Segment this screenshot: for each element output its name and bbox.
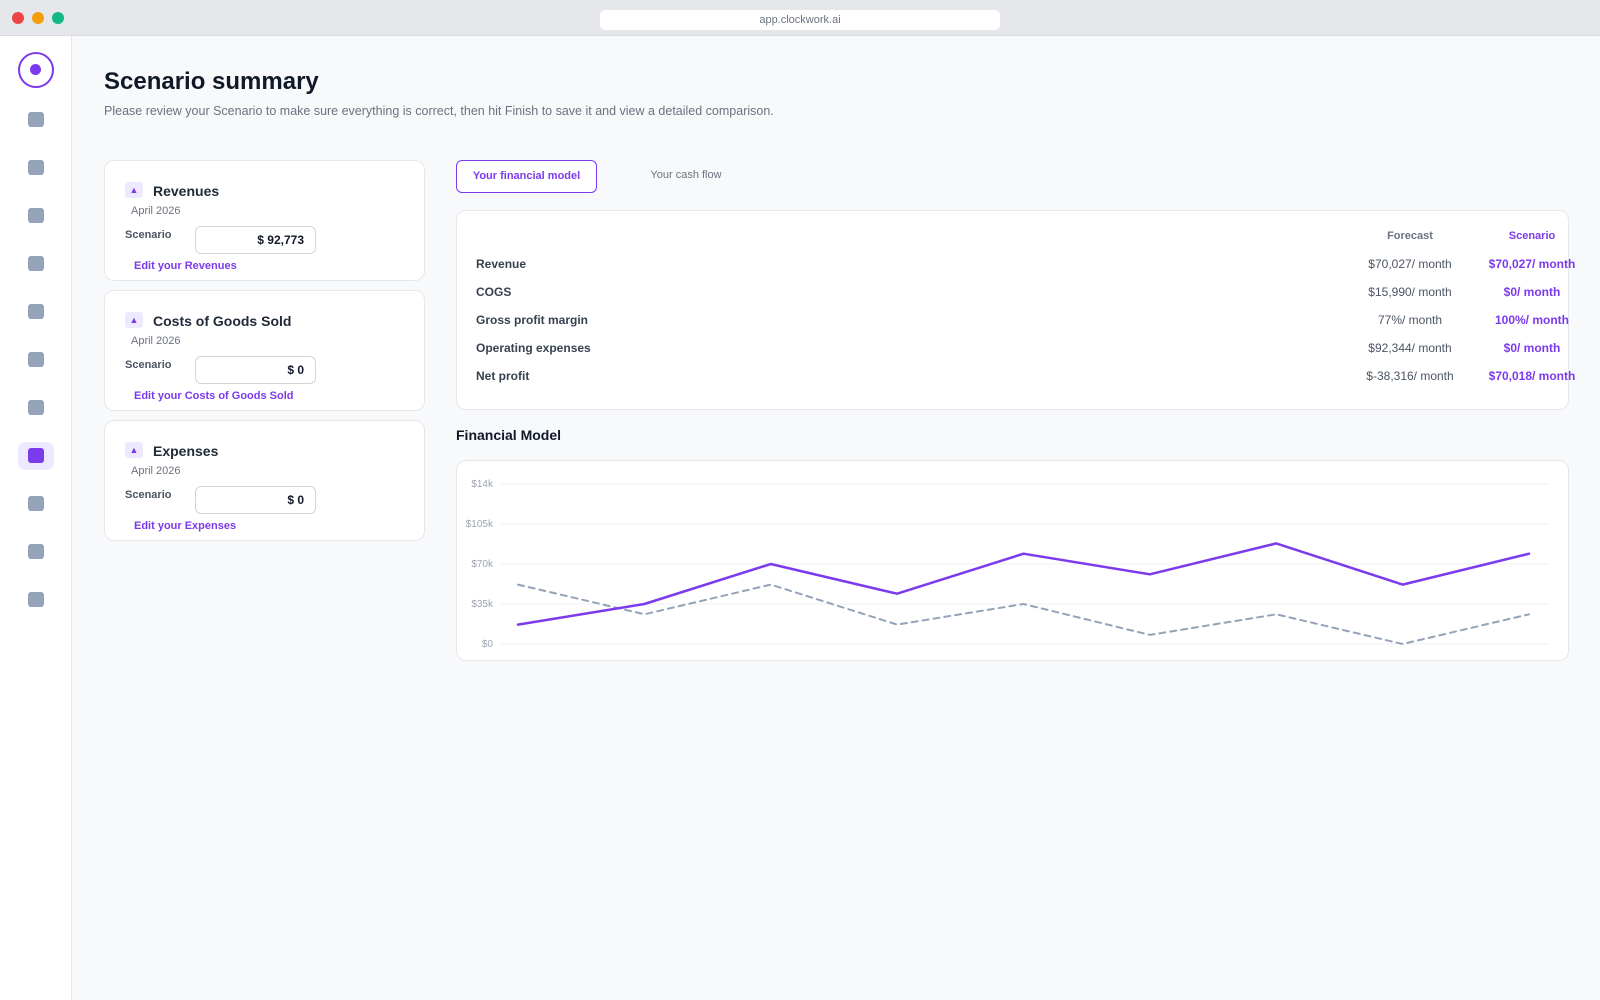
maximize-window-button[interactable] [52, 12, 64, 24]
summary-row-revenue: Revenue $70,027/ month $70,027/ month [457, 257, 1575, 277]
forecast-value: $-38,316/ month [1366, 369, 1454, 383]
forecast-series-line [517, 583, 1530, 645]
sidebar-item-nav-icon-11[interactable] [18, 586, 54, 614]
summary-row-operating-expenses: Operating expenses $92,344/ month $0/ mo… [457, 341, 1568, 361]
nav-icon-4 [28, 256, 44, 271]
scenario-value: $70,027/ month [1488, 257, 1576, 271]
y-tick-label: $0 [482, 639, 494, 650]
sidebar-item-scenarios-icon[interactable] [18, 442, 54, 470]
minimize-window-button[interactable] [32, 12, 44, 24]
sidebar-item-nav-icon-1[interactable] [18, 106, 54, 134]
page-title: Scenario summary [104, 68, 319, 95]
forecast-value: $15,990/ month [1368, 285, 1452, 299]
revenues-scenario-input[interactable]: $ 92,773 [195, 226, 316, 254]
y-tick-label: $35k [471, 599, 494, 610]
card-title: Costs of Goods Sold [153, 313, 292, 329]
nav-icon-10 [28, 544, 44, 559]
page-subtitle: Please review your Scenario to make sure… [104, 104, 774, 118]
chevron-up-icon: ▲ [129, 445, 139, 455]
chart-title: Financial Model [456, 427, 562, 443]
forecast-column-header: Forecast [1387, 230, 1433, 242]
edit-cogs-link[interactable]: Edit your Costs of Goods Sold [134, 390, 294, 402]
row-label: Operating expenses [476, 341, 591, 355]
scenario-label: Scenario [125, 359, 172, 371]
clockwork-logo-icon[interactable] [18, 52, 54, 88]
y-tick-label: $14k [471, 479, 494, 490]
scenario-value: $0/ month [1503, 285, 1561, 299]
y-tick-label: $70k [471, 559, 494, 570]
edit-revenues-link[interactable]: Edit your Revenues [134, 260, 237, 272]
nav-icon-6 [28, 352, 44, 367]
nav-icon-3 [28, 208, 44, 223]
summary-row-net-profit: Net profit $-38,316/ month $70,018/ mont… [457, 369, 1575, 389]
sidebar-item-nav-icon-4[interactable] [18, 250, 54, 278]
nav-icon-1 [28, 112, 44, 127]
forecast-value: $92,344/ month [1368, 341, 1452, 355]
row-label: Net profit [476, 369, 530, 383]
collapse-revenues-button[interactable]: ▲ [125, 182, 143, 198]
scenario-label: Scenario [125, 489, 172, 501]
card-date: April 2026 [131, 335, 181, 347]
cogs-scenario-input[interactable]: $ 0 [195, 356, 316, 384]
nav-icon-9 [28, 496, 44, 511]
card-date: April 2026 [131, 465, 181, 477]
sidebar-item-nav-icon-9[interactable] [18, 490, 54, 518]
chevron-up-icon: ▲ [129, 315, 139, 325]
scenario-label: Scenario [125, 229, 172, 241]
address-bar[interactable]: app.clockwork.ai [600, 10, 1000, 30]
card-title: Revenues [153, 183, 220, 199]
cogs-card: ▲ Costs of Goods Sold April 2026 Scenari… [104, 290, 425, 411]
forecast-value: $70,027/ month [1368, 257, 1452, 271]
sidebar [0, 36, 72, 1000]
nav-icon-2 [28, 160, 44, 175]
expenses-card: ▲ Expenses April 2026 Scenario $ 0 Edit … [104, 420, 425, 541]
browser-titlebar: app.clockwork.ai [0, 0, 1600, 36]
sidebar-item-nav-icon-2[interactable] [18, 154, 54, 182]
sidebar-item-nav-icon-6[interactable] [18, 346, 54, 374]
scenario-series-line [516, 542, 1531, 626]
revenues-card: ▲ Revenues April 2026 Scenario $ 92,773 … [104, 160, 425, 281]
scenario-value: 100%/ month [1494, 313, 1569, 327]
summary-row-cogs: COGS $15,990/ month $0/ month [457, 285, 1568, 305]
chevron-up-icon: ▲ [129, 185, 139, 195]
y-tick-label: $105k [466, 519, 494, 530]
edit-expenses-link[interactable]: Edit your Expenses [134, 520, 237, 532]
sidebar-item-nav-icon-3[interactable] [18, 202, 54, 230]
scenarios-icon [28, 448, 44, 463]
tab-financial-model[interactable]: Your financial model [456, 160, 597, 193]
collapse-cogs-button[interactable]: ▲ [125, 312, 143, 328]
summary-table: Forecast Scenario Revenue $70,027/ month… [456, 210, 1575, 410]
collapse-expenses-button[interactable]: ▲ [125, 442, 143, 458]
scenario-value: $0/ month [1503, 341, 1561, 355]
scenario-column-header: Scenario [1508, 230, 1556, 242]
card-date: April 2026 [131, 205, 181, 217]
line-chart: $0 $35k $70k $105k $14k [466, 479, 1549, 650]
summary-row-gross-margin: Gross profit margin 77%/ month 100%/ mon… [457, 313, 1569, 333]
sidebar-item-nav-icon-10[interactable] [18, 538, 54, 566]
row-label: Gross profit margin [476, 313, 589, 327]
sidebar-item-nav-icon-5[interactable] [18, 298, 54, 326]
card-title: Expenses [153, 443, 219, 459]
tab-cash-flow[interactable]: Your cash flow [650, 169, 722, 181]
nav-icon-5 [28, 304, 44, 319]
nav-icon-7 [28, 400, 44, 415]
nav-icon-11 [28, 592, 44, 607]
forecast-value: 77%/ month [1377, 313, 1443, 327]
close-window-button[interactable] [12, 12, 24, 24]
sidebar-item-nav-icon-7[interactable] [18, 394, 54, 422]
row-label: COGS [476, 285, 512, 299]
row-label: Revenue [476, 257, 527, 271]
scenario-value: $70,018/ month [1488, 369, 1576, 383]
financial-model-chart: $0 $35k $70k $105k $14k [456, 460, 1569, 661]
expenses-scenario-input[interactable]: $ 0 [195, 486, 316, 514]
